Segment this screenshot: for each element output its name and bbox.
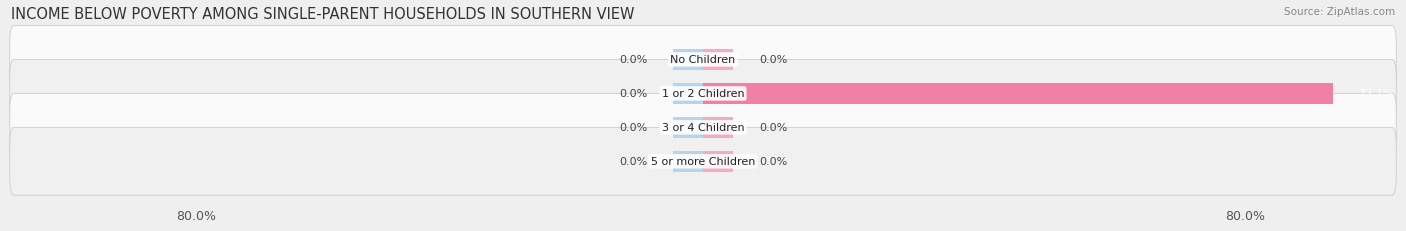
Bar (703, 151, 733, 172)
Bar (673, 50, 703, 71)
Text: 80.0%: 80.0% (176, 209, 215, 222)
Text: 0.0%: 0.0% (759, 123, 787, 133)
FancyBboxPatch shape (10, 60, 1396, 128)
Text: INCOME BELOW POVERTY AMONG SINGLE-PARENT HOUSEHOLDS IN SOUTHERN VIEW: INCOME BELOW POVERTY AMONG SINGLE-PARENT… (11, 7, 634, 22)
Text: No Children: No Children (671, 55, 735, 65)
FancyBboxPatch shape (10, 94, 1396, 162)
Bar (703, 83, 1333, 104)
Text: 0.0%: 0.0% (759, 157, 787, 167)
FancyBboxPatch shape (10, 128, 1396, 195)
FancyBboxPatch shape (10, 26, 1396, 94)
Text: 0.0%: 0.0% (619, 123, 647, 133)
Text: 73.1%: 73.1% (1358, 89, 1393, 99)
Bar (673, 151, 703, 172)
Text: 0.0%: 0.0% (619, 55, 647, 65)
Text: 80.0%: 80.0% (1226, 209, 1265, 222)
Text: 0.0%: 0.0% (759, 55, 787, 65)
Bar (703, 117, 733, 138)
Bar (673, 117, 703, 138)
Text: 5 or more Children: 5 or more Children (651, 157, 755, 167)
Text: 1 or 2 Children: 1 or 2 Children (662, 89, 744, 99)
Bar (673, 83, 703, 104)
Text: 0.0%: 0.0% (619, 89, 647, 99)
Text: 0.0%: 0.0% (619, 157, 647, 167)
Bar (703, 50, 733, 71)
Text: 3 or 4 Children: 3 or 4 Children (662, 123, 744, 133)
Text: Source: ZipAtlas.com: Source: ZipAtlas.com (1284, 7, 1395, 17)
